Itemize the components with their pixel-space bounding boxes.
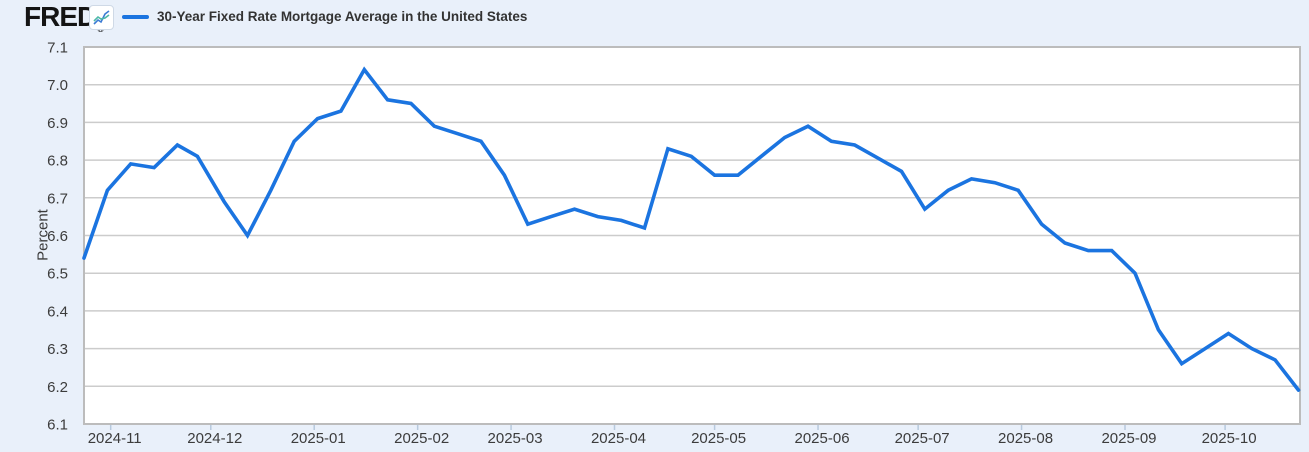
plot-border	[83, 46, 1301, 425]
y-tick-label: 6.2	[47, 379, 68, 396]
x-tick-label: 2024-11	[88, 430, 142, 447]
y-tick-label: 7.0	[47, 77, 68, 94]
y-tick-label: 6.5	[47, 266, 68, 283]
y-tick-label: 6.3	[47, 341, 68, 358]
x-tick-label: 2024-12	[187, 430, 242, 447]
x-tick-label: 2025-03	[488, 430, 543, 447]
x-tick-label: 2025-05	[691, 430, 746, 447]
y-tick-label: 6.9	[47, 115, 68, 132]
fred-logo-text: FRED	[24, 1, 97, 32]
y-tick-label: 6.7	[47, 190, 68, 207]
x-tick-label: 2025-08	[998, 430, 1053, 447]
x-tick-label: 2025-09	[1101, 430, 1156, 447]
mortgage-rate-series-line[interactable]	[82, 66, 1301, 392]
x-tick-label: 2025-07	[895, 430, 950, 447]
y-tick-label: 6.8	[47, 153, 68, 170]
fred-sparkline-icon	[89, 5, 114, 30]
x-tick-label: 2025-02	[394, 430, 449, 447]
chart-header: FRED® 30-Year Fixed Rate Mortgage Averag…	[0, 0, 1309, 40]
x-tick-label: 2025-04	[591, 430, 646, 447]
legend-line-sample	[122, 14, 149, 19]
series-legend[interactable]: 30-Year Fixed Rate Mortgage Average in t…	[122, 0, 527, 32]
y-tick-label: 6.6	[47, 228, 68, 245]
x-tick-label: 2025-06	[795, 430, 850, 447]
y-tick-label: 6.1	[47, 417, 68, 434]
y-tick-label: 6.4	[47, 303, 68, 320]
x-tick-label: 2025-01	[291, 430, 346, 447]
x-tick-label: 2025-10	[1202, 430, 1257, 447]
series-title: 30-Year Fixed Rate Mortgage Average in t…	[157, 8, 528, 24]
y-tick-label: 7.1	[47, 40, 68, 57]
